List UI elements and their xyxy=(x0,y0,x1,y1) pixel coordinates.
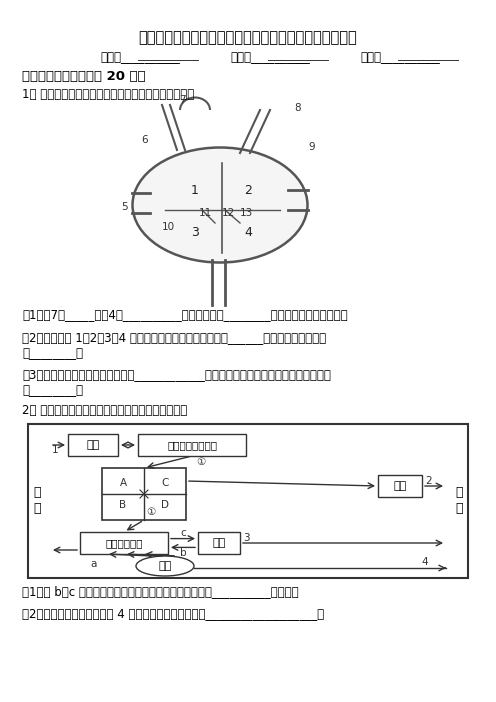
Text: ①: ① xyxy=(146,507,155,517)
Text: 姓名：__________: 姓名：__________ xyxy=(100,51,180,65)
Text: 界: 界 xyxy=(455,503,463,515)
Text: 2: 2 xyxy=(425,476,432,486)
Text: 3: 3 xyxy=(243,533,249,543)
Text: 1: 1 xyxy=(52,445,59,455)
Text: B: B xyxy=(120,501,126,510)
Text: 6: 6 xyxy=(142,135,148,145)
Text: D: D xyxy=(161,501,169,510)
Text: 12: 12 xyxy=(221,208,235,218)
Text: 13: 13 xyxy=(240,208,252,218)
Text: ①: ① xyxy=(196,457,205,467)
Text: 的________。: 的________。 xyxy=(22,385,83,397)
Text: 有________。: 有________。 xyxy=(22,347,83,361)
Text: 10: 10 xyxy=(161,222,175,232)
Text: 3: 3 xyxy=(191,227,199,239)
Text: 小肠: 小肠 xyxy=(158,561,172,571)
Text: 界: 界 xyxy=(33,503,41,515)
Text: （1）（7）_____与（4）__________相通，把血液________（填送出或送回）心脏。: （1）（7）_____与（4）__________相通，把血液________（… xyxy=(22,308,348,322)
Text: 考号：__________: 考号：__________ xyxy=(360,51,440,65)
Text: 外: 外 xyxy=(33,486,41,500)
Text: 7: 7 xyxy=(179,95,186,105)
Text: a: a xyxy=(91,559,97,569)
Text: 组织毛细血管: 组织毛细血管 xyxy=(105,538,143,548)
Text: 1、 下图是人体心脏结构示意图，据图回答下列问题：: 1、 下图是人体心脏结构示意图，据图回答下列问题： xyxy=(22,88,194,100)
Text: 班级：__________: 班级：__________ xyxy=(230,51,310,65)
Text: 8: 8 xyxy=(295,103,301,113)
Text: 2、 以下是人体部分生理活动示意图，请据图回答：: 2、 以下是人体部分生理活动示意图，请据图回答： xyxy=(22,404,187,416)
Text: 细胞: 细胞 xyxy=(212,538,226,548)
Text: 4: 4 xyxy=(244,227,252,239)
Text: 肺部周围毛细血管: 肺部周围毛细血管 xyxy=(167,440,217,450)
Text: C: C xyxy=(161,477,169,488)
Text: 2: 2 xyxy=(244,183,252,197)
Text: （2）在心脏的 1、2、3、4 四个腔中，充满动脉血的心腔有______，充满静脉血的心腔: （2）在心脏的 1、2、3、4 四个腔中，充满动脉血的心腔有______，充满静… xyxy=(22,331,326,345)
Text: （3）区分动脉血与静脉血的依据是____________；区分动脉与静脉的依据是以心脏为参照: （3）区分动脉血与静脉血的依据是____________；区分动脉与静脉的依据是… xyxy=(22,369,331,381)
Text: 肺泡: 肺泡 xyxy=(86,440,100,450)
Text: 初中生物输送血液的泵心脏试验图片类题专题训练含答案: 初中生物输送血液的泵心脏试验图片类题专题训练含答案 xyxy=(138,30,358,46)
Text: 外: 外 xyxy=(455,486,463,500)
Text: 5: 5 xyxy=(121,202,127,212)
Text: 肾脏: 肾脏 xyxy=(393,481,407,491)
Text: （2）图中所示与外界相连的 4 条途径中，属于排泄的是___________________。: （2）图中所示与外界相连的 4 条途径中，属于排泄的是_____________… xyxy=(22,607,324,621)
Ellipse shape xyxy=(132,147,308,263)
Text: A: A xyxy=(120,477,126,488)
Text: b: b xyxy=(180,548,186,558)
Text: 4: 4 xyxy=(421,557,428,567)
Text: 1: 1 xyxy=(191,183,199,197)
Text: 9: 9 xyxy=(309,142,315,152)
Text: 11: 11 xyxy=(198,208,212,218)
Text: （1）若 b、c 表示组织内的气体交换过程，该过程是通过__________完成的。: （1）若 b、c 表示组织内的气体交换过程，该过程是通过__________完成… xyxy=(22,585,299,599)
Text: 一、试验图片类题（共 20 题）: 一、试验图片类题（共 20 题） xyxy=(22,69,146,83)
Text: c: c xyxy=(180,528,186,538)
